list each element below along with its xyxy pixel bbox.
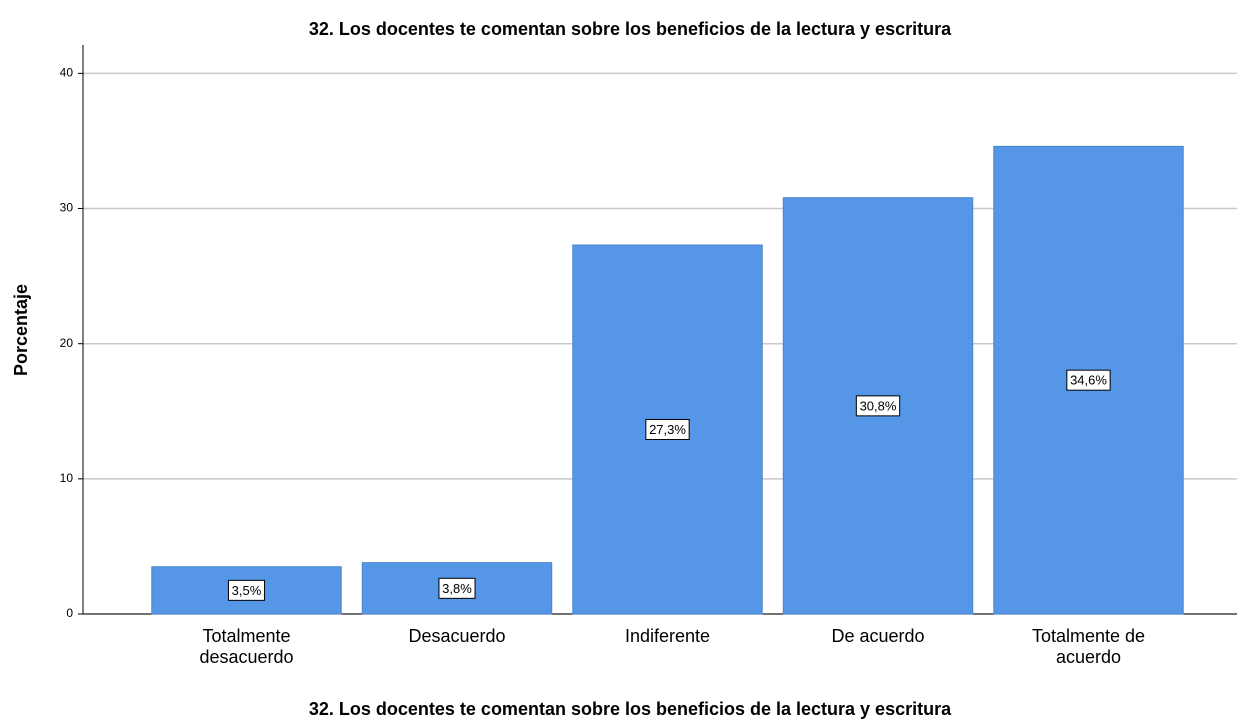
x-tick-label: Indiferente	[624, 626, 711, 646]
x-axis-title: 32. Los docentes te comentan sobre los b…	[309, 699, 952, 719]
value-label-box	[645, 419, 690, 441]
y-tick-label: 40	[60, 66, 74, 80]
x-tick-label: Desacuerdo	[408, 626, 506, 646]
y-tick-label: 30	[60, 201, 74, 215]
value-label: 3,8%	[442, 581, 472, 596]
x-tick-label: De acuerdo	[831, 626, 925, 646]
value-label-box	[855, 395, 901, 417]
value-label: 30,8%	[860, 398, 897, 413]
y-tick-label: 10	[60, 471, 74, 485]
chart-title: 32. Los docentes te comentan sobre los b…	[309, 19, 952, 39]
y-axis-title: Porcentaje	[11, 284, 31, 376]
value-label: 34,6%	[1070, 373, 1107, 388]
value-label-box	[227, 579, 266, 601]
value-label-box	[1066, 369, 1111, 391]
value-label: 27,3%	[649, 422, 686, 437]
value-label: 3,5%	[232, 583, 262, 598]
x-tick-label: Totalmente de acuerdo	[1031, 626, 1146, 667]
x-tick-label: Totalmente desacuerdo	[199, 626, 294, 667]
value-label-box	[438, 577, 476, 599]
y-tick-label: 20	[60, 336, 74, 350]
y-tick-label: 0	[66, 606, 73, 620]
